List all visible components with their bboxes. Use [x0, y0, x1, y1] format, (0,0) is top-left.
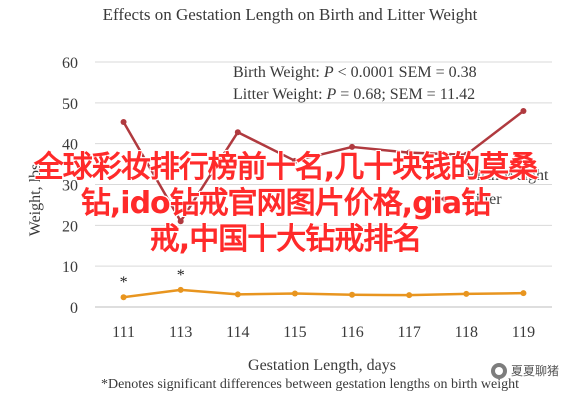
footnote: *Denotes significant differences between…: [101, 377, 519, 392]
series-line-birth-weight: [123, 288, 524, 299]
legend-marker: [442, 172, 448, 178]
series-line-litter: [122, 110, 525, 223]
x-tick-label: 119: [512, 324, 535, 341]
x-tick-label: 116: [340, 324, 363, 341]
data-point-litter: [234, 129, 241, 136]
significance-marker: *: [177, 267, 185, 284]
y-tick-label: 50: [62, 96, 78, 113]
legend: Birth Weight Litter: [430, 167, 549, 208]
birth-stats-annotation: Birth Weight: P < 0.0001 SEM = 0.38: [233, 64, 477, 81]
wechat-like-icon: [490, 362, 507, 379]
data-point-litter: [463, 151, 470, 158]
data-point-birth-weight: [177, 286, 184, 293]
litter-stats-annotation: Litter Weight: P = 0.68; SEM = 11.42: [233, 86, 475, 103]
data-point-birth-weight: [120, 294, 127, 301]
overlay-line-2: 钻,ido钻戒官网图片价格,gia钻: [80, 186, 491, 221]
y-axis-label: Weight, lbs: [27, 164, 44, 236]
x-tick-label: 111: [112, 324, 135, 341]
data-point-litter: [406, 149, 413, 156]
y-tick-labels: 0 10 20 30 40 50 60: [62, 55, 78, 317]
data-point-birth-weight: [234, 291, 241, 298]
data-point-birth-weight: [520, 290, 527, 297]
watermark-text: 夏夏聊猪: [510, 364, 559, 378]
x-tick-labels: 111 113 114 115 116 117 118 119: [112, 324, 535, 341]
y-tick-label: 60: [62, 55, 78, 72]
data-point-litter: [349, 143, 356, 150]
x-axis-label: Gestation Length, days: [248, 357, 396, 374]
y-tick-label: 0: [70, 300, 78, 317]
data-point-litter: [520, 108, 527, 114]
series-group: * *: [120, 108, 527, 301]
y-tick-label: 20: [62, 218, 78, 235]
x-tick-label: 113: [169, 324, 192, 341]
data-point-litter: [177, 218, 184, 225]
x-tick-label: 118: [455, 324, 478, 341]
data-point-birth-weight: [291, 290, 298, 297]
y-tick-label: 40: [62, 137, 78, 154]
data-point-litter: [291, 157, 298, 164]
y-tick-label: 30: [62, 178, 78, 195]
data-point-litter: [120, 119, 127, 126]
x-tick-label: 117: [397, 324, 420, 341]
watermark: 夏夏聊猪: [490, 362, 559, 379]
x-tick-label: 114: [226, 324, 249, 341]
data-point-birth-weight: [349, 291, 356, 298]
significance-marker: *: [120, 274, 128, 291]
overlay-line-3: 戒,中国十大钻戒排名: [149, 222, 422, 257]
overlay-line-1: 全球彩妆排行榜前十名,几十块钱的莫桑: [33, 150, 538, 185]
data-point-birth-weight: [463, 290, 470, 297]
x-tick-label: 115: [283, 324, 306, 341]
legend-label: Birth Weight: [466, 167, 549, 184]
gridlines: [95, 61, 552, 308]
legend-label: Litter: [466, 191, 502, 208]
y-tick-label: 10: [62, 259, 78, 276]
overlay-caption: 全球彩妆排行榜前十名,几十块钱的莫桑 钻,ido钻戒官网图片价格,gia钻 戒,…: [0, 150, 571, 258]
data-point-birth-weight: [406, 292, 413, 299]
legend-marker: [442, 196, 448, 202]
chart-title: Effects on Gestation Length on Birth and…: [103, 5, 478, 24]
